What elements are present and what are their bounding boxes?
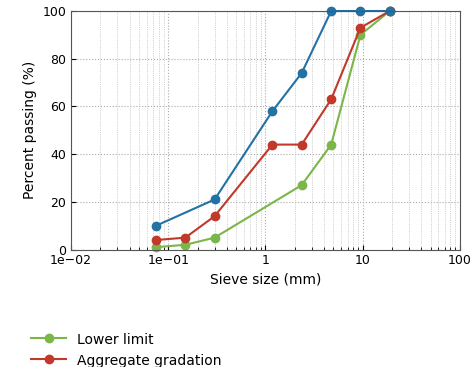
Upper limit <box>212 197 218 202</box>
Aggregate gradation <box>182 236 188 240</box>
Upper limit <box>357 9 363 13</box>
Upper limit <box>153 224 159 228</box>
Aggregate gradation <box>328 97 334 102</box>
Aggregate gradation <box>212 214 218 218</box>
Aggregate gradation <box>387 9 392 13</box>
Lower limit <box>357 33 363 37</box>
Line: Aggregate gradation: Aggregate gradation <box>152 7 394 244</box>
Lower limit <box>182 243 188 247</box>
Lower limit <box>387 9 392 13</box>
Legend: Lower limit, Aggregate gradation, Upper limit: Lower limit, Aggregate gradation, Upper … <box>31 333 222 367</box>
Aggregate gradation <box>357 25 363 30</box>
Aggregate gradation <box>153 238 159 242</box>
Lower limit <box>299 183 304 187</box>
Aggregate gradation <box>270 142 275 147</box>
Y-axis label: Percent passing (%): Percent passing (%) <box>23 61 37 199</box>
Line: Lower limit: Lower limit <box>152 7 394 251</box>
X-axis label: Sieve size (mm): Sieve size (mm) <box>210 273 321 287</box>
Lower limit <box>212 236 218 240</box>
Lower limit <box>328 142 334 147</box>
Upper limit <box>328 9 334 13</box>
Line: Upper limit: Upper limit <box>152 7 394 230</box>
Upper limit <box>387 9 392 13</box>
Lower limit <box>153 245 159 250</box>
Upper limit <box>299 71 304 75</box>
Aggregate gradation <box>299 142 304 147</box>
Upper limit <box>270 109 275 113</box>
